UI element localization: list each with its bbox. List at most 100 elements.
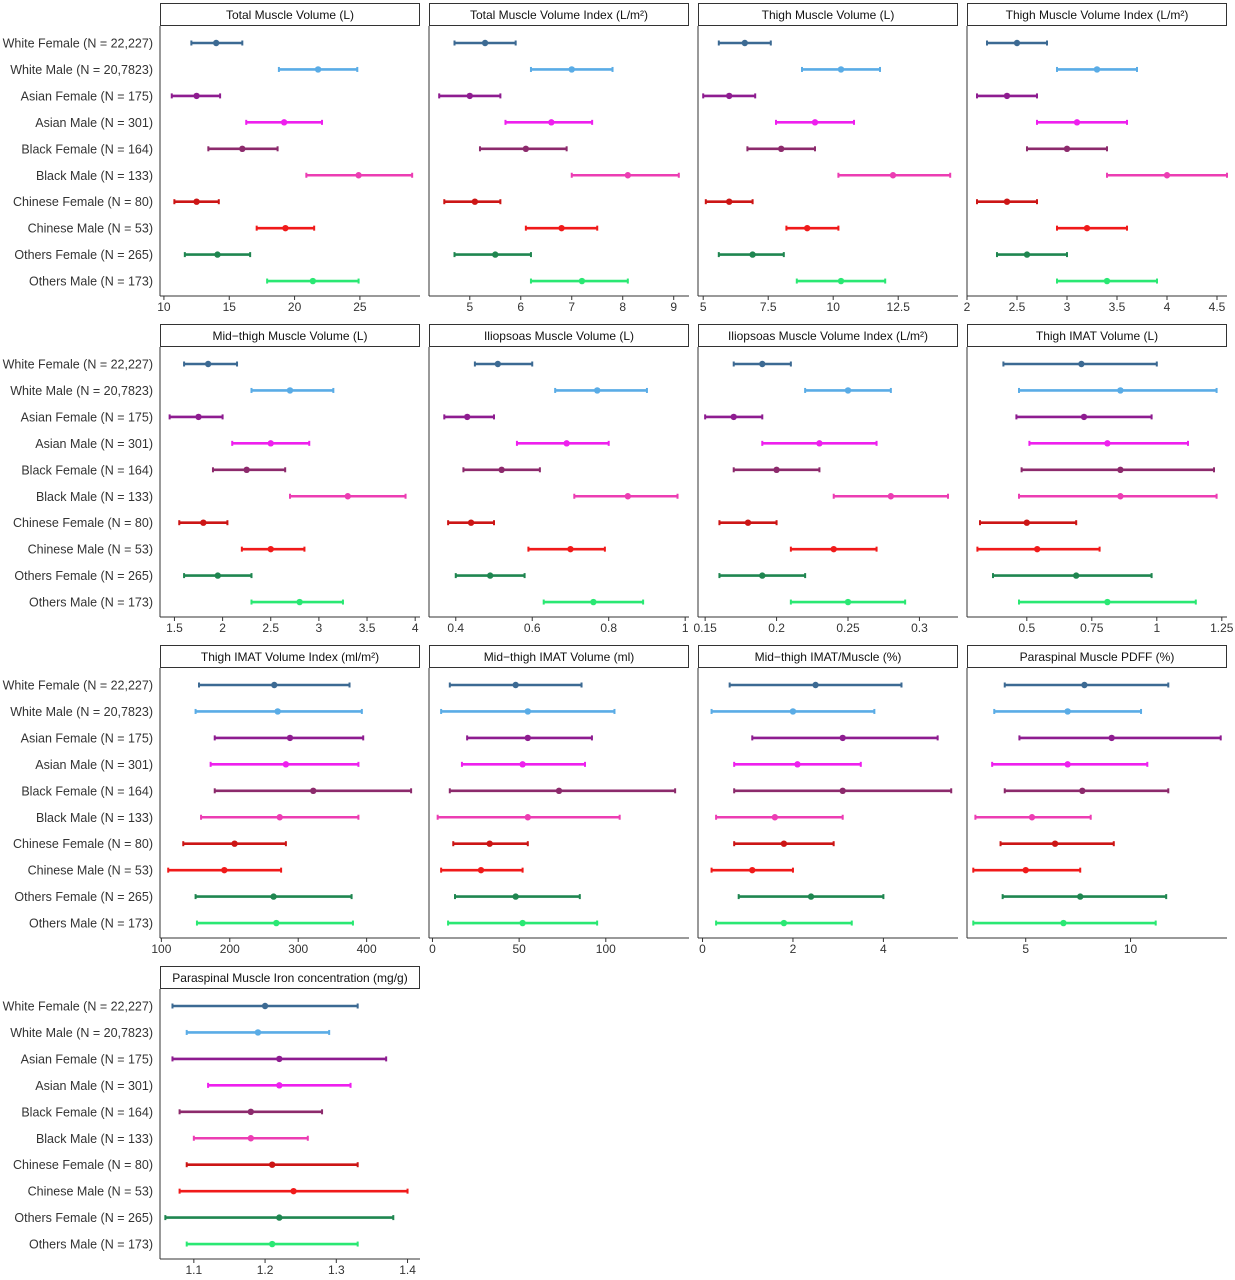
mean-point [239,145,246,152]
group-label: Chinese Female (N = 80) [13,516,153,530]
mean-point [276,1055,283,1063]
group-label: Black Female (N = 164) [21,1105,153,1119]
mean-point [744,519,752,526]
mean-point [1064,761,1071,768]
group-label: Asian Female (N = 175) [21,731,153,745]
x-tick-label: 2.5 [1009,300,1026,314]
mean-point [195,413,202,421]
mean-point [519,761,526,768]
mean-point [286,387,294,394]
group-label: Others Male (N = 173) [29,275,153,289]
mean-point [1080,413,1088,421]
mean-point [780,919,788,927]
x-tick-label: 2 [964,300,971,314]
group-label: Chinese Female (N = 80) [13,837,153,851]
group-labels: White Female (N = 22,227) White Male (N =… [3,37,153,1252]
mean-point [563,440,570,447]
mean-point [494,360,502,368]
mean-point [558,224,565,232]
group-label: Chinese Female (N = 80) [13,195,153,209]
mean-point [310,787,317,794]
x-tick-label: 0 [699,942,706,956]
mean-point [1073,119,1081,126]
mean-point [1104,440,1111,447]
mean-point [1022,866,1029,874]
x-tick-label: 4 [880,942,887,956]
mean-point [290,1187,297,1195]
mean-point [567,545,574,553]
panel-title-box [967,645,1227,668]
mean-point [464,413,471,421]
group-label: Others Male (N = 173) [29,917,153,931]
mean-point [844,387,852,394]
mean-point [624,172,632,179]
mean-point [1051,840,1059,847]
group-label: White Female (N = 22,227) [3,1000,153,1014]
x-tick-label: 9 [670,300,677,314]
x-tick-label: 3 [1064,300,1071,314]
panel-title-box [698,3,958,26]
mean-point [837,277,845,285]
group-label: White Female (N = 22,227) [3,679,153,693]
mean-point [267,545,274,553]
x-tick-label: 0 [429,942,436,956]
mean-point [889,172,897,179]
mean-point [254,1029,262,1036]
x-tick-label: 400 [357,942,377,956]
panel: Mid−thigh IMAT/Muscle (%) 0 2 4 [697,645,958,956]
mean-point [812,681,819,689]
panel-title-box [429,3,689,26]
x-tick-label: 50 [512,942,526,956]
group-label: White Female (N = 22,227) [3,358,153,372]
group-label: White Female (N = 22,227) [3,37,153,51]
mean-point [830,545,837,553]
x-tick-label: 7.5 [760,300,777,314]
group-label: Black Male (N = 133) [36,1132,153,1146]
group-label: Chinese Male (N = 53) [28,222,153,236]
x-tick-label: 0.6 [524,621,541,635]
mean-point [749,866,756,874]
mean-point [268,1240,276,1248]
x-tick-label: 4 [412,621,419,635]
group-label: Asian Male (N = 301) [35,437,153,451]
mean-point [1028,814,1036,821]
panel-title-box [967,324,1227,347]
mean-point [1163,172,1171,179]
mean-point [261,1002,269,1010]
mean-point [276,1214,283,1221]
mean-point [282,761,290,768]
group-label: Others Female (N = 265) [14,890,153,904]
mean-point [214,251,221,258]
group-label: Black Female (N = 164) [21,142,153,156]
mean-point [1117,466,1124,473]
panel: Paraspinal Muscle PDFF (%) 5 10 [966,645,1227,956]
x-tick-label: 0.4 [447,621,464,635]
mean-point [726,198,733,205]
panel-title: Iliopsoas Muscle Volume Index (L/m²) [728,329,928,343]
group-label: Black Male (N = 133) [36,490,153,504]
mean-point [498,466,505,473]
x-tick-label: 3 [316,621,323,635]
panel-title: Iliopsoas Muscle Volume (L) [484,329,634,343]
mean-point [839,787,846,794]
x-tick-label: 0.3 [911,621,928,635]
group-label: Asian Female (N = 175) [21,1052,153,1066]
mean-point [778,145,785,152]
mean-point [314,66,322,73]
mean-point [355,172,362,179]
x-tick-label: 100 [596,942,616,956]
panel-title: Mid−thigh IMAT Volume (ml) [484,650,635,664]
mean-point [555,787,563,794]
mean-point [466,92,473,100]
mean-point [568,66,575,73]
panel: Mid−thigh IMAT Volume (ml) 0 50 100 [428,645,689,956]
x-tick-label: 1.4 [399,1263,416,1277]
mean-point [243,466,250,473]
mean-point [1023,519,1030,526]
mean-point [273,919,280,927]
group-label: Asian Male (N = 301) [35,758,153,772]
mean-point [1003,92,1011,100]
mean-point [759,572,766,579]
